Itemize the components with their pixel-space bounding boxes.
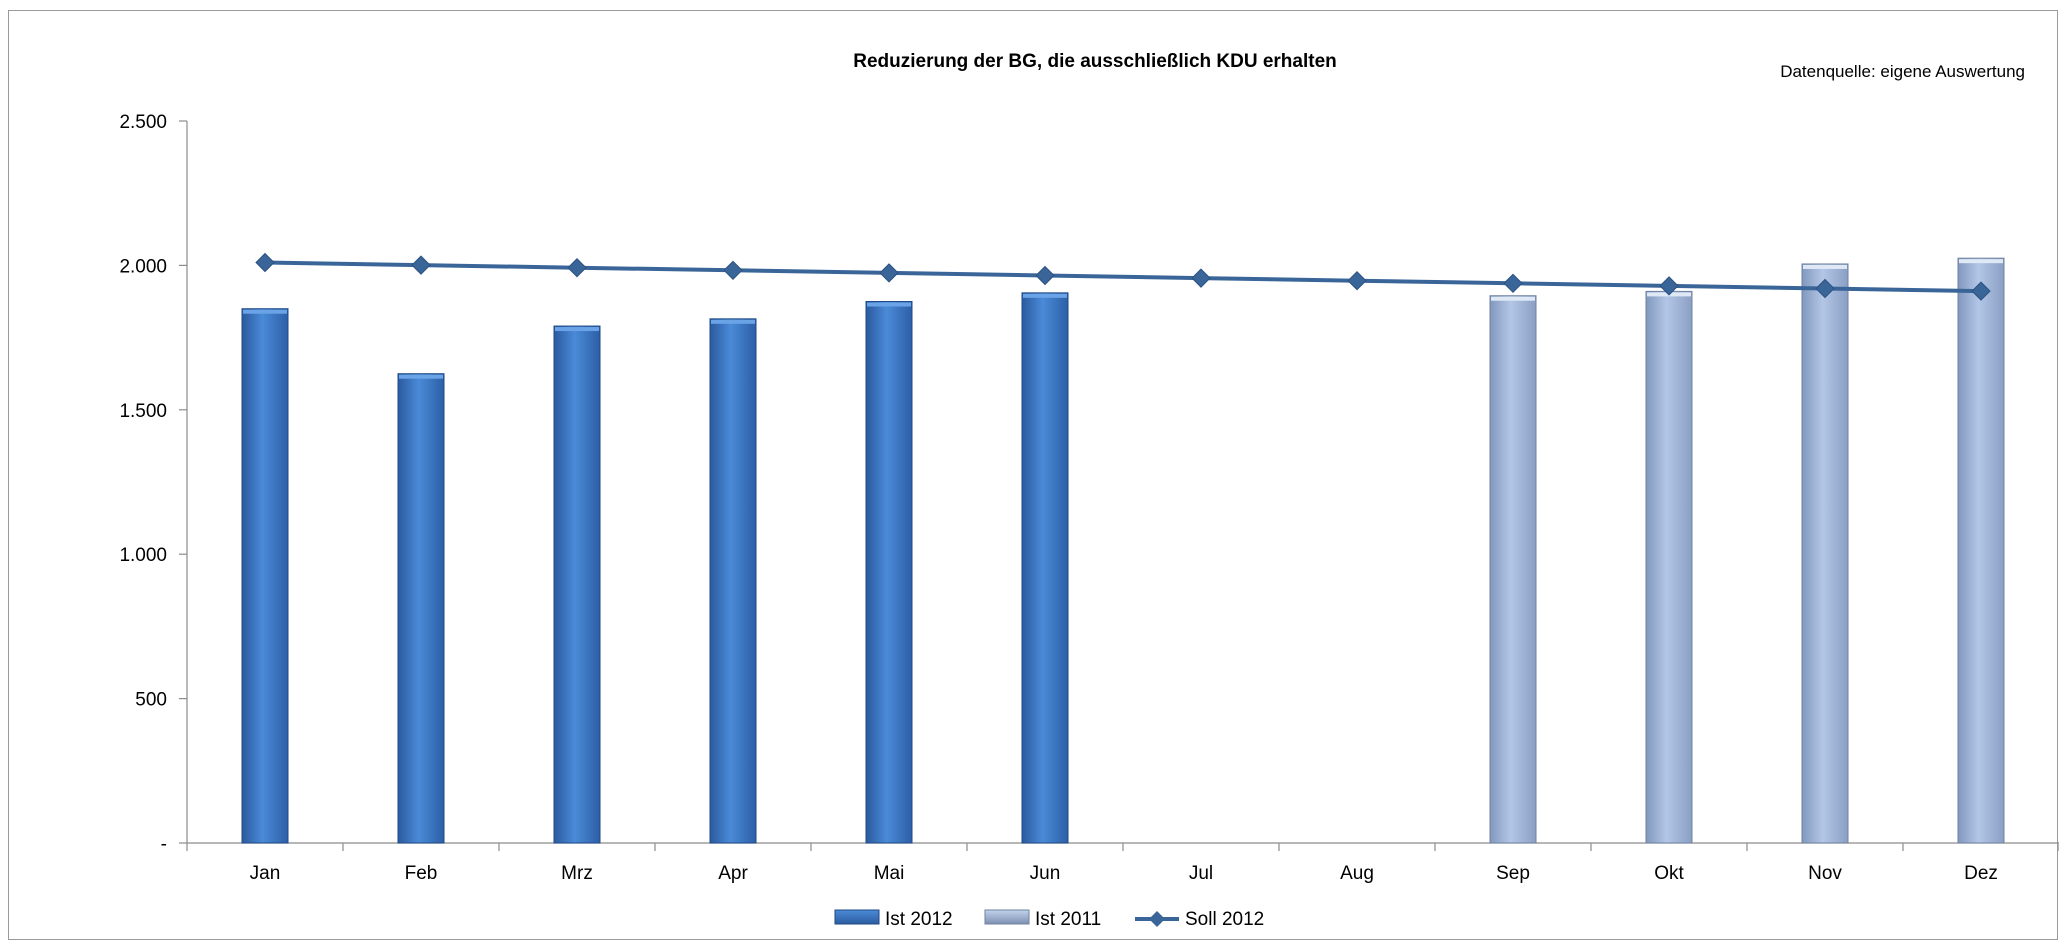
legend-marker bbox=[1149, 911, 1165, 927]
y-tick-label: 2.500 bbox=[119, 112, 167, 133]
y-tick-label: 1.500 bbox=[119, 401, 167, 422]
bar-ist-2011 bbox=[1645, 290, 1693, 844]
source-annotation: Datenquelle: eigene Auswertung bbox=[1780, 62, 2025, 81]
bar-ist-2011 bbox=[1489, 295, 1537, 844]
x-tick-label: Aug bbox=[1340, 863, 1374, 884]
x-tick-label: Okt bbox=[1654, 863, 1684, 884]
y-tick-label: 1.000 bbox=[119, 545, 167, 566]
bar-highlight bbox=[555, 327, 599, 332]
x-tick-label: Feb bbox=[405, 863, 438, 884]
soll-2012-point bbox=[1659, 276, 1679, 296]
bar-highlight bbox=[1023, 293, 1067, 298]
y-tick-label: 500 bbox=[135, 690, 167, 711]
bar-ist-2011 bbox=[1957, 257, 2005, 844]
soll-2012-point bbox=[1815, 278, 1835, 299]
bar-ist-2012 bbox=[241, 308, 289, 844]
soll-2012-point bbox=[1035, 265, 1055, 286]
x-tick-label: Apr bbox=[718, 863, 748, 884]
soll-2012-point bbox=[1971, 281, 1991, 301]
bar-ist-2012 bbox=[865, 301, 913, 844]
x-tick-label: Jan bbox=[250, 863, 281, 884]
bar-highlight bbox=[711, 319, 755, 324]
bars bbox=[241, 257, 2005, 844]
legend: Ist 2012 Ist 2011 Soll 2012 bbox=[834, 909, 1264, 930]
y-tick-label: - bbox=[161, 834, 167, 855]
legend-label: Ist 2011 bbox=[1035, 909, 1101, 930]
chart-svg: Reduzierung der BG, die ausschließlich K… bbox=[119, 51, 2059, 930]
legend-label: Ist 2012 bbox=[885, 909, 953, 930]
soll-2012-point bbox=[411, 255, 431, 275]
x-tick-label: Mai bbox=[874, 863, 905, 884]
bar-ist-2012 bbox=[709, 318, 757, 844]
soll-2012-point bbox=[567, 258, 587, 278]
bar-ist-2012 bbox=[1021, 292, 1069, 844]
legend-swatch-ist-2011 bbox=[984, 909, 1030, 925]
x-tick-label: Mrz bbox=[561, 863, 593, 884]
bar-highlight bbox=[243, 309, 287, 314]
chart-title: Reduzierung der BG, die ausschließlich K… bbox=[853, 51, 1337, 72]
bar-ist-2011 bbox=[1801, 263, 1849, 844]
legend-label: Soll 2012 bbox=[1185, 909, 1264, 930]
bar-ist-2012 bbox=[553, 325, 601, 844]
soll-2012-line bbox=[264, 260, 1982, 294]
soll-2012-point bbox=[255, 252, 275, 273]
x-tick-label: Jun bbox=[1030, 863, 1061, 884]
x-tick-label: Dez bbox=[1964, 863, 1998, 884]
bar-highlight bbox=[1491, 296, 1535, 301]
legend-swatch-ist-2012 bbox=[834, 909, 880, 925]
soll-2012-point bbox=[723, 260, 743, 281]
chart-frame: Reduzierung der BG, die ausschließlich K… bbox=[8, 10, 2059, 940]
bar-highlight bbox=[399, 374, 443, 379]
soll-2012-point bbox=[1347, 270, 1367, 291]
x-tick-label: Jul bbox=[1189, 863, 1213, 884]
x-tick-label: Sep bbox=[1496, 863, 1530, 884]
soll-2012-point bbox=[879, 263, 899, 283]
bar-highlight bbox=[1959, 259, 2003, 264]
y-tick-label: 2.000 bbox=[119, 256, 167, 277]
x-tick-label: Nov bbox=[1808, 863, 1842, 884]
soll-2012-point bbox=[1503, 273, 1523, 294]
soll-line bbox=[255, 252, 1991, 301]
bar-highlight bbox=[1803, 264, 1847, 269]
soll-2012-point bbox=[1191, 268, 1211, 288]
bar-highlight bbox=[867, 302, 911, 307]
bar-ist-2012 bbox=[397, 373, 445, 844]
axes: - 500 1.000 1.500 2.000 2.500 Jan Feb Mrz Apr Mai J… bbox=[119, 112, 2059, 884]
